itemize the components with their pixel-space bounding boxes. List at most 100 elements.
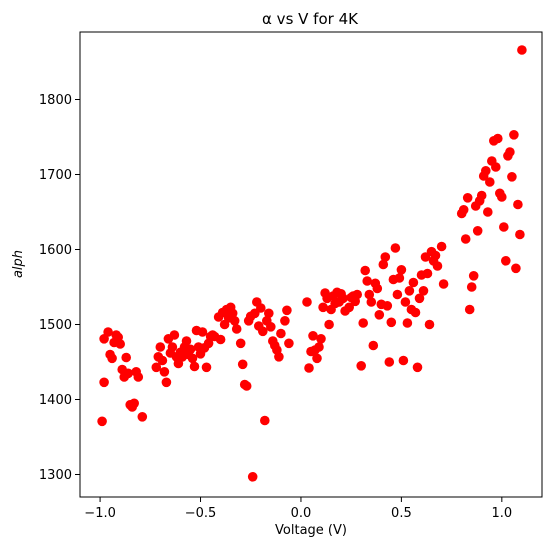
data-point xyxy=(276,328,286,339)
data-point xyxy=(418,286,429,296)
data-point xyxy=(338,293,348,304)
data-point xyxy=(505,147,515,157)
y-axis: 1300 1400 1500 1600 1700 1800 xyxy=(39,93,80,483)
data-point xyxy=(483,207,493,217)
data-point xyxy=(438,279,449,289)
data-point xyxy=(308,331,318,341)
data-point xyxy=(185,344,196,355)
data-point xyxy=(468,271,479,281)
y-tick-label: 1300 xyxy=(39,468,72,483)
data-point xyxy=(155,342,166,352)
data-point xyxy=(410,307,421,318)
data-point xyxy=(364,289,375,300)
data-point xyxy=(462,193,473,203)
data-point xyxy=(107,353,117,364)
x-axis: −1.0 −0.5 0.0 0.5 1.0 xyxy=(84,497,512,521)
x-tick-label: −1.0 xyxy=(84,506,116,521)
data-point xyxy=(235,338,246,349)
data-point xyxy=(458,205,469,215)
data-point xyxy=(515,229,525,240)
data-point xyxy=(227,308,238,319)
y-axis-label: alph xyxy=(11,250,26,278)
data-point xyxy=(344,302,355,313)
data-point xyxy=(436,241,447,252)
data-point xyxy=(123,368,133,379)
data-point xyxy=(424,319,435,330)
data-point xyxy=(133,372,144,382)
data-point xyxy=(189,361,200,372)
data-point xyxy=(412,362,423,373)
data-point xyxy=(274,352,284,362)
data-point xyxy=(324,319,334,330)
data-point xyxy=(368,340,379,351)
data-point xyxy=(201,362,212,373)
data-point xyxy=(284,338,294,349)
data-point xyxy=(255,303,266,313)
data-point xyxy=(398,355,409,366)
x-tick-label: 0.5 xyxy=(391,506,412,521)
data-point xyxy=(374,310,385,320)
data-point xyxy=(430,250,441,261)
data-point xyxy=(352,289,363,300)
data-point xyxy=(237,359,248,370)
data-point xyxy=(499,222,509,232)
data-point xyxy=(511,263,521,274)
data-point xyxy=(247,472,258,482)
x-tick-label: 1.0 xyxy=(491,506,512,521)
data-point xyxy=(264,308,274,319)
data-point xyxy=(312,353,322,364)
data-point xyxy=(280,316,290,326)
data-point xyxy=(362,276,373,286)
data-point xyxy=(392,289,403,300)
data-point xyxy=(167,342,178,352)
data-point xyxy=(161,377,172,388)
data-point xyxy=(260,415,270,426)
x-tick-label: −0.5 xyxy=(185,506,217,521)
data-point xyxy=(372,283,383,294)
data-point xyxy=(404,286,415,296)
data-point xyxy=(159,367,170,377)
data-points xyxy=(97,45,527,482)
data-point xyxy=(169,330,180,340)
data-point xyxy=(509,130,519,140)
data-point xyxy=(215,334,226,345)
y-tick-label: 1800 xyxy=(39,93,72,108)
data-point xyxy=(481,166,491,176)
data-point xyxy=(151,362,162,373)
data-point xyxy=(229,316,240,326)
data-point xyxy=(318,302,328,313)
data-point xyxy=(121,352,131,363)
data-point xyxy=(187,353,198,364)
x-axis-label: Voltage (V) xyxy=(275,523,347,538)
data-point xyxy=(414,293,425,304)
data-point xyxy=(157,355,168,366)
data-point xyxy=(386,317,397,328)
data-point xyxy=(314,342,324,352)
data-point xyxy=(197,327,208,337)
data-point xyxy=(316,334,326,344)
y-tick-label: 1400 xyxy=(39,393,72,408)
data-point xyxy=(266,322,276,332)
data-point xyxy=(97,416,107,427)
data-point xyxy=(466,282,477,292)
data-point xyxy=(460,234,471,244)
y-tick-label: 1700 xyxy=(39,168,72,183)
data-point xyxy=(422,268,433,279)
data-point xyxy=(517,45,527,55)
data-point xyxy=(99,377,109,388)
data-point xyxy=(115,339,125,349)
y-tick-label: 1600 xyxy=(39,243,72,258)
data-point xyxy=(137,412,148,422)
data-point xyxy=(103,327,113,337)
data-point xyxy=(493,133,503,144)
data-point xyxy=(390,243,401,253)
data-point xyxy=(432,261,443,271)
data-point xyxy=(181,336,192,346)
data-point xyxy=(464,304,475,315)
data-point xyxy=(304,363,314,373)
chart-title: α vs V for 4K xyxy=(262,10,359,28)
data-point xyxy=(408,277,419,288)
data-point xyxy=(472,226,483,236)
data-point xyxy=(241,381,252,391)
